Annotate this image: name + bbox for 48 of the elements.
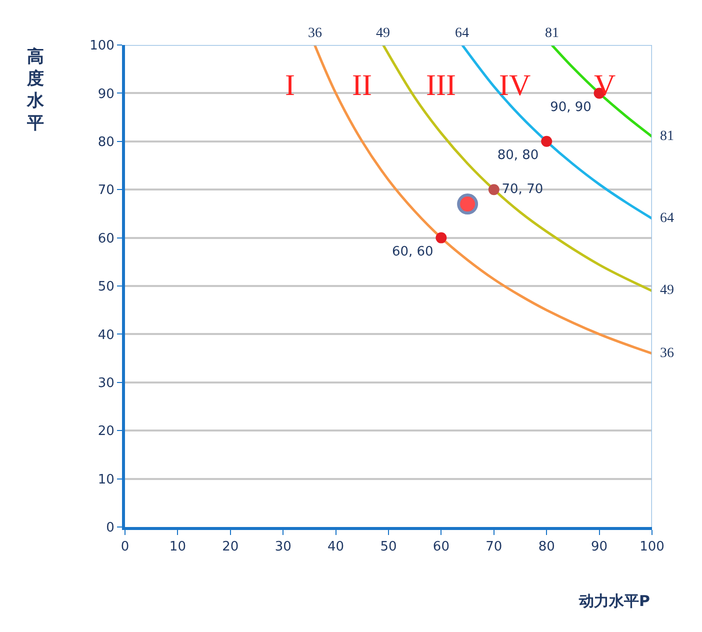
point — [488, 184, 500, 196]
x-tick-label: 90 — [591, 540, 608, 555]
y-tick-label: 90 — [98, 86, 114, 102]
x-tick-label: 60 — [432, 540, 450, 555]
y-tick-label: 70 — [98, 183, 114, 198]
y-tick-label: 10 — [98, 472, 114, 488]
point — [436, 232, 447, 244]
x-tick-label: 20 — [222, 540, 239, 555]
annotation: V — [594, 69, 616, 102]
point — [541, 136, 552, 147]
data-label: 70, 70 — [502, 182, 544, 197]
annotation: 49 — [660, 283, 674, 298]
y-tick-label: 50 — [98, 280, 114, 295]
data-label: 60, 60 — [392, 244, 434, 260]
y-tick-label: 80 — [98, 134, 114, 150]
annotation: II — [352, 69, 372, 102]
x-tick-label: 100 — [640, 540, 664, 555]
line-series — [550, 45, 652, 138]
annotation: 36 — [660, 346, 674, 361]
x-axis-title: 动力水平P — [578, 592, 650, 610]
x-tick-label: 30 — [274, 540, 292, 555]
data-label: 80, 80 — [497, 148, 539, 164]
line-series — [313, 45, 652, 355]
y-tick-label: 100 — [90, 38, 114, 54]
y-tick-label: 30 — [98, 376, 114, 391]
line-series — [382, 45, 652, 292]
y-tick-label: 60 — [98, 231, 114, 246]
annotation: IV — [499, 69, 531, 102]
y-tick-label: 20 — [98, 424, 114, 440]
annotation: 36 — [308, 26, 322, 41]
x-tick-label: 0 — [120, 540, 130, 555]
annotation: III — [426, 69, 456, 102]
y-tick-label: 40 — [98, 328, 114, 343]
y-tick-label: 0 — [106, 520, 114, 536]
line-series — [461, 45, 652, 220]
annotation: 81 — [545, 26, 559, 41]
annotation: 81 — [660, 129, 674, 144]
x-tick-label: 80 — [538, 540, 555, 555]
y-axis-title: 高度水平 — [26, 47, 45, 134]
x-tick-label: 40 — [328, 540, 344, 555]
annotation: 49 — [376, 26, 390, 41]
data-label: 90, 90 — [550, 100, 592, 115]
annotation: 64 — [660, 211, 674, 226]
annotation: 64 — [455, 26, 469, 41]
x-tick-label: 50 — [380, 540, 397, 555]
x-tick-label: 10 — [169, 540, 186, 555]
annotation: I — [285, 69, 295, 102]
x-tick-label: 70 — [486, 540, 502, 555]
